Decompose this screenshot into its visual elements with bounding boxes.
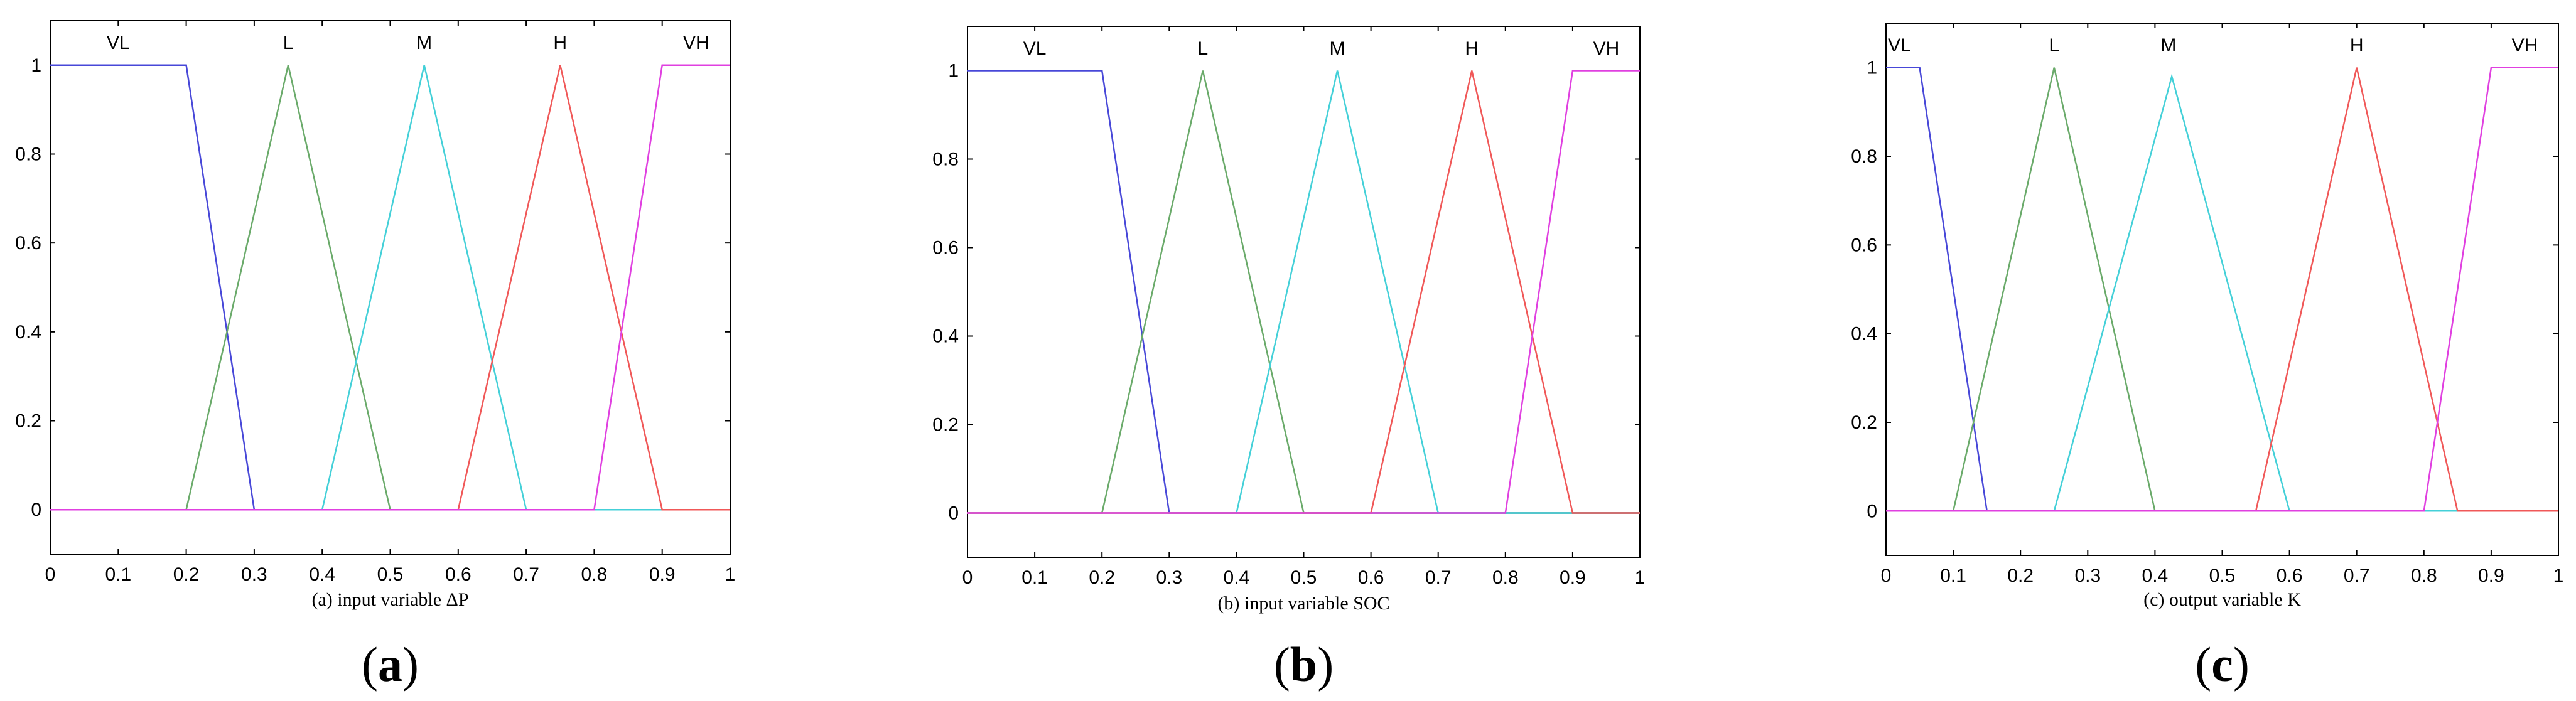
y-tick-label: 0.2 (932, 415, 959, 436)
mf-label-l: L (2049, 35, 2059, 56)
mf-label-l: L (1198, 38, 1209, 59)
mf-label-h: H (1465, 38, 1479, 59)
x-tick-label: 1 (1635, 567, 1646, 588)
x-tick-label: 0.8 (1492, 567, 1519, 588)
mf-label-h: H (553, 33, 567, 53)
x-axis-label: (b) input variable SOC (1217, 593, 1389, 614)
x-tick-label: 0.5 (2209, 565, 2236, 586)
x-tick-label: 0.5 (377, 564, 404, 585)
x-tick-label: 0.7 (513, 564, 539, 585)
y-tick-label: 0.6 (1851, 235, 1877, 255)
panel-label: (a) (362, 637, 419, 692)
series-line-vh (967, 70, 1640, 514)
x-tick-label: 0.8 (2411, 565, 2437, 586)
mf-label-vl: VL (1888, 35, 1911, 56)
panel-label-letter: b (1290, 637, 1317, 692)
x-tick-label: 0.2 (2007, 565, 2034, 586)
x-tick-label: 0.6 (1358, 567, 1384, 588)
x-axis-label: (a) input variable ΔP (311, 589, 468, 610)
y-tick-label: 1 (1867, 58, 1877, 78)
x-tick-label: 0.1 (1021, 567, 1048, 588)
mf-label-vl: VL (107, 33, 130, 53)
x-tick-label: 0.8 (581, 564, 608, 585)
y-tick-label: 0.6 (15, 233, 41, 254)
panel-label: (c) (2195, 637, 2250, 692)
x-tick-label: 0.4 (309, 564, 335, 585)
mf-label-vh: VH (683, 33, 709, 53)
y-tick-label: 0.8 (1851, 146, 1877, 167)
x-tick-label: 0.3 (2074, 565, 2101, 586)
x-tick-label: 0.6 (2277, 565, 2303, 586)
mf-label-vh: VH (1593, 38, 1620, 59)
x-tick-label: 0.4 (1224, 567, 1250, 588)
panel-label-open-paren: ( (2195, 637, 2211, 692)
mf-label-m: M (2160, 35, 2176, 56)
x-tick-label: 0.1 (1940, 565, 1966, 586)
y-tick-label: 0.6 (932, 238, 959, 259)
chart-panel-a: 0 0.1 0.2 0.3 0.4 0.5 0.6 0.7 0.8 0.9 1 0 0.2 0.4 0.6 0… (15, 20, 736, 692)
y-tick-label: 0 (31, 500, 41, 520)
chart-panel-c: 0 0.1 0.2 0.3 0.4 0.5 0.6 0.7 0.8 0.9 1 0 0.2 0.4 0.6 0… (1851, 23, 2563, 692)
panel-label-open-paren: ( (1274, 637, 1290, 692)
y-tick-label: 0.4 (932, 326, 959, 347)
panel-label: (b) (1274, 637, 1334, 692)
panel-label-close-paren: ) (402, 637, 419, 692)
y-tick-label: 0.4 (1851, 324, 1877, 345)
panel-label-letter: a (378, 637, 402, 692)
mf-label-l: L (283, 33, 294, 53)
mf-label-vl: VL (1023, 38, 1047, 59)
x-tick-label: 0 (1881, 565, 1892, 586)
y-tick-label: 0 (1867, 501, 1877, 522)
x-tick-label: 0.7 (1425, 567, 1452, 588)
mf-label-m: M (1330, 38, 1345, 59)
y-tick-label: 0.4 (15, 322, 41, 343)
x-tick-label: 0.6 (445, 564, 472, 585)
x-tick-label: 0 (45, 564, 56, 585)
y-tick-label: 1 (31, 55, 41, 76)
panel-label-close-paren: ) (2233, 637, 2250, 692)
panel-label-open-paren: ( (362, 637, 378, 692)
x-tick-label: 0.9 (1560, 567, 1586, 588)
y-tick-label: 1 (948, 61, 959, 82)
x-tick-label: 0.2 (1089, 567, 1115, 588)
x-tick-label: 0.3 (1156, 567, 1182, 588)
mf-label-m: M (416, 33, 432, 53)
x-tick-label: 0 (962, 567, 973, 588)
x-tick-label: 1 (2553, 565, 2564, 586)
mf-label-vh: VH (2512, 35, 2538, 56)
x-tick-label: 0.7 (2344, 565, 2370, 586)
chart-panel-b: 0 0.1 0.2 0.3 0.4 0.5 0.6 0.7 0.8 0.9 1 0 0.2 0.4 0.6 0… (932, 26, 1645, 692)
y-tick-label: 0 (948, 503, 959, 524)
x-tick-label: 0.2 (173, 564, 200, 585)
panel-label-letter: c (2211, 637, 2233, 692)
x-tick-label: 0.9 (2478, 565, 2504, 586)
x-tick-label: 0.1 (105, 564, 131, 585)
x-tick-label: 0.3 (241, 564, 267, 585)
x-tick-label: 0.5 (1291, 567, 1317, 588)
x-tick-label: 0.9 (649, 564, 676, 585)
y-tick-label: 0.2 (1851, 412, 1877, 433)
y-tick-label: 0.2 (15, 411, 41, 432)
y-tick-label: 0.8 (15, 144, 41, 165)
x-axis-label: (c) output variable K (2143, 589, 2301, 610)
x-tick-label: 0.4 (2142, 565, 2169, 586)
mf-label-h: H (2350, 35, 2364, 56)
panel-label-close-paren: ) (1317, 637, 1334, 692)
series-line-vh (50, 64, 730, 511)
x-tick-label: 1 (725, 564, 736, 585)
series-line-vh (1886, 67, 2558, 512)
y-tick-label: 0.8 (932, 149, 959, 170)
